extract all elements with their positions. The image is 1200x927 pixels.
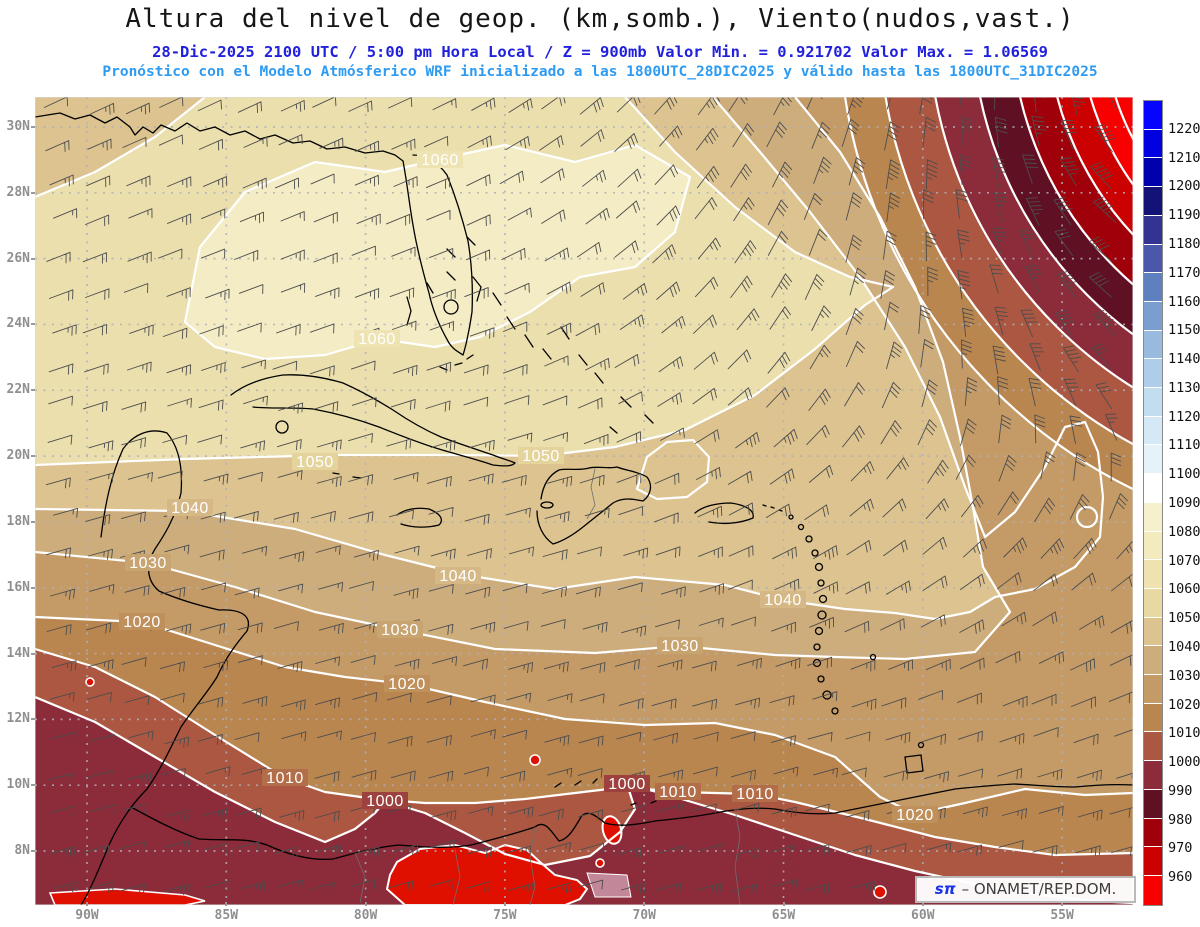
svg-text:1010: 1010	[659, 784, 697, 801]
map-canvas: 1060 1060 1050 1050 1040 1040 1040 1030 1030 1030…	[35, 97, 1133, 905]
colorbar-tick-label: 1190	[1168, 207, 1200, 224]
colorbar-tick-label: 1120	[1168, 408, 1200, 425]
model-init-line: Pronóstico con el Modelo Atmósferico WRF…	[102, 64, 1098, 80]
colorbar-tick-label: 1100	[1168, 466, 1200, 483]
lat-label: 12N	[6, 711, 30, 727]
lat-label: 8N	[14, 843, 30, 859]
page-title: Altura del nivel de geop. (km,somb.), Vi…	[125, 4, 1075, 34]
colorbar-tick-label: 1150	[1168, 322, 1200, 339]
svg-text:1050: 1050	[522, 448, 560, 465]
colorbar-tick-label: 1210	[1168, 149, 1200, 166]
svg-text:1000: 1000	[366, 793, 404, 810]
lon-label: 55W	[1050, 908, 1074, 923]
colorbar-tick-label: 1020	[1168, 696, 1200, 713]
colorbar-tick-label: 1040	[1168, 638, 1200, 655]
colorbar-tick-label: 990	[1168, 782, 1193, 799]
colorbar-tick-label: 1030	[1168, 667, 1200, 684]
svg-text:1020: 1020	[388, 676, 426, 693]
lat-label: 28N	[6, 184, 30, 200]
lon-label: 90W	[75, 908, 99, 923]
geopotential-contour-map: 1060 1060 1050 1050 1040 1040 1040 1030 1030 1030…	[35, 97, 1133, 905]
svg-text:1040: 1040	[764, 592, 802, 609]
svg-text:1010: 1010	[266, 770, 304, 787]
valid-time-line: 28-Dic-2025 2100 UTC / 5:00 pm Hora Loca…	[152, 43, 1048, 61]
svg-text:1050: 1050	[296, 454, 334, 471]
watermark-text: – ONAMET/REP.DOM.	[961, 880, 1117, 898]
lat-label: 30N	[6, 119, 30, 134]
svg-text:1060: 1060	[421, 152, 459, 169]
inland-borders	[354, 468, 741, 905]
colorbar-tick-label: 1000	[1168, 754, 1200, 771]
shaded-height-bands	[35, 97, 1133, 905]
svg-text:1000: 1000	[608, 776, 646, 793]
colorbar-tick-label: 1140	[1168, 351, 1200, 368]
lat-label: 18N	[6, 513, 30, 529]
onamet-logo: sπ	[934, 880, 956, 898]
contour-labels: 1060 1060 1050 1050 1040 1040 1040 1030 1030 1030…	[119, 151, 938, 824]
colorbar-tick-label: 1200	[1168, 178, 1200, 195]
colorbar-tick-label: 980	[1168, 811, 1193, 828]
colorbar-tick-label: 1090	[1168, 495, 1200, 511]
svg-text:1030: 1030	[661, 638, 699, 655]
lat-label: 10N	[6, 777, 30, 793]
lat-label: 22N	[6, 382, 30, 398]
colorbar-tick-label: 1070	[1168, 552, 1200, 569]
lat-label: 14N	[6, 645, 30, 661]
lat-label: 20N	[6, 448, 30, 464]
svg-text:1020: 1020	[896, 807, 934, 824]
svg-text:1060: 1060	[358, 331, 396, 348]
svg-text:1040: 1040	[171, 500, 209, 517]
lon-label: 70W	[632, 908, 656, 923]
onamet-watermark: sπ – ONAMET/REP.DOM.	[915, 876, 1136, 903]
svg-text:1030: 1030	[129, 555, 167, 572]
colorbar-tick-label: 1170	[1168, 264, 1200, 281]
svg-text:1030: 1030	[381, 622, 419, 639]
svg-text:1010: 1010	[736, 786, 774, 803]
colorbar	[1143, 100, 1163, 906]
colorbar-tick-label: 1080	[1168, 523, 1200, 540]
colorbar-tick-label: 960	[1168, 869, 1193, 886]
lon-label: 60W	[911, 908, 935, 923]
colorbar-tick-label: 1050	[1168, 610, 1200, 627]
colorbar-tick-label: 1180	[1168, 235, 1200, 252]
svg-text:1020: 1020	[123, 614, 161, 631]
height-contour-lines	[35, 97, 1133, 905]
colorbar-tick-label: 1060	[1168, 581, 1200, 598]
colorbar-tick-label: 1010	[1168, 725, 1200, 742]
colorbar-tick-label: 1220	[1168, 120, 1200, 137]
lon-label: 65W	[771, 908, 796, 923]
colorbar-tick-label: 1110	[1168, 437, 1200, 454]
colorbar-tick-label: 1160	[1168, 293, 1200, 310]
colorbar-tick-label: 970	[1168, 840, 1193, 857]
lat-label: 26N	[6, 250, 30, 266]
lat-label: 16N	[6, 579, 30, 595]
lat-label: 24N	[6, 316, 30, 332]
svg-text:1040: 1040	[439, 568, 477, 585]
coastlines	[35, 112, 1133, 905]
colorbar-tick-label: 1130	[1168, 379, 1200, 396]
lon-label: 75W	[493, 908, 517, 923]
wind-barbs	[44, 97, 1133, 896]
lon-label: 85W	[214, 908, 239, 923]
lon-label: 80W	[353, 908, 378, 923]
